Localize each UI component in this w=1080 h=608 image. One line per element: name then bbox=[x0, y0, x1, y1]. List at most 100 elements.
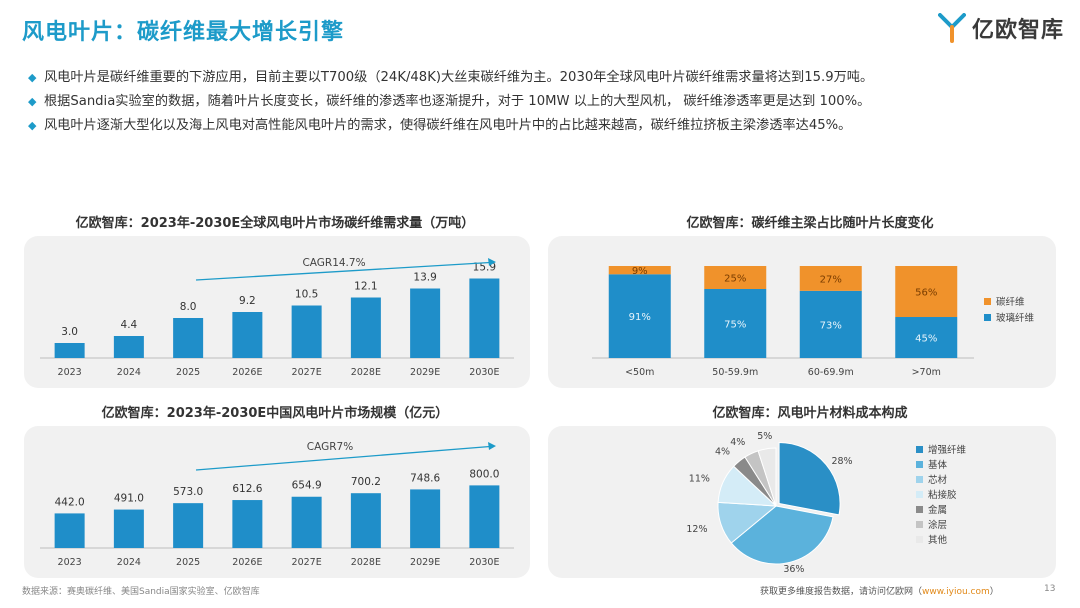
pie-slice-label: 12% bbox=[686, 524, 707, 535]
cagr-arrow-head bbox=[488, 442, 496, 450]
bar-value-label: 442.0 bbox=[55, 496, 85, 508]
bar bbox=[410, 288, 441, 358]
x-tick-label: 2029E bbox=[410, 367, 440, 378]
legend-swatch bbox=[916, 506, 923, 513]
segment-label-carbon-fiber: 56% bbox=[915, 288, 937, 299]
pie-slice-label: 28% bbox=[831, 456, 852, 467]
cagr-arrow-line bbox=[195, 445, 491, 471]
footer-website-link[interactable]: www.iyiou.com bbox=[922, 587, 990, 597]
legend-swatch bbox=[916, 491, 923, 498]
legend-label: 增强纤维 bbox=[928, 444, 967, 456]
x-tick-label: 2024 bbox=[117, 557, 141, 568]
legend-label: 基体 bbox=[928, 459, 948, 471]
bar-value-label: 10.5 bbox=[295, 289, 318, 301]
cagr-arrow-line bbox=[195, 261, 491, 281]
legend-swatch bbox=[916, 446, 923, 453]
bar-value-label: 800.0 bbox=[469, 468, 499, 480]
bar-value-label: 12.1 bbox=[354, 281, 377, 293]
bar-value-label: 13.9 bbox=[413, 272, 436, 284]
chart-title-spar-share: 亿欧智库：碳纤维主梁占比随叶片长度变化 bbox=[686, 216, 934, 231]
bar bbox=[291, 496, 322, 548]
chart-panel-cost-structure: 28% 36% 12% 11% 4% 4% 5% 增强纤维 基体 芯材 粘接胶 金属 涂层 其他 bbox=[548, 426, 1056, 578]
pie-slice bbox=[730, 505, 834, 565]
pie-slice-label: 4% bbox=[730, 437, 745, 448]
bar-segment-carbon-fiber bbox=[799, 266, 862, 291]
legend-swatch-glass-fiber bbox=[984, 314, 991, 321]
bar bbox=[173, 318, 204, 358]
bar bbox=[232, 500, 263, 548]
bar bbox=[469, 278, 500, 358]
footer-visit: 获取更多维度报告数据，请访问亿欧网（www.iyiou.com） bbox=[760, 584, 999, 597]
segment-label-carbon-fiber: 27% bbox=[820, 274, 842, 285]
bullet-item: ◆ 根据Sandia实验室的数据，随着叶片长度变长，碳纤维的渗透率也逐渐提升，对于… bbox=[28, 90, 1068, 114]
bar-value-label: 4.4 bbox=[121, 319, 138, 331]
x-tick-label: 2028E bbox=[351, 367, 381, 378]
bar bbox=[54, 343, 85, 358]
spar-share-stacked-chart: 91% 9% <50m 75% 25% 50-59.9m 73% 27% 60-69.9m 45%… bbox=[592, 266, 1035, 378]
bullet-item: ◆ 风电叶片是碳纤维重要的下游应用，目前主要以T700级（24K/48K)大丝束碳… bbox=[28, 66, 1068, 90]
chart-title-china-market: 亿欧智库：2023年-2030E中国风电叶片市场规模（亿元） bbox=[101, 406, 449, 421]
x-tick-label: 2025 bbox=[176, 367, 200, 378]
bar bbox=[54, 513, 85, 548]
bar bbox=[350, 297, 381, 358]
x-tick-label: 2027E bbox=[292, 557, 322, 568]
cagr-arrow-head bbox=[488, 258, 496, 266]
bar bbox=[173, 503, 204, 548]
bullet-list: ◆ 风电叶片是碳纤维重要的下游应用，目前主要以T700级（24K/48K)大丝束碳… bbox=[28, 66, 1068, 138]
x-tick-label: 2030E bbox=[469, 557, 499, 568]
global-demand-bar-chart: 3.0 2023 4.4 2024 8.0 2025 9.2 2026E 10.5 2027E 12… bbox=[40, 257, 514, 378]
bar-value-label: 3.0 bbox=[61, 326, 78, 338]
pie-slice bbox=[757, 447, 777, 507]
cagr-annotation: CAGR14.7% bbox=[302, 257, 365, 269]
x-tick-label: 2030E bbox=[469, 367, 499, 378]
legend-label: 涂层 bbox=[928, 519, 947, 531]
legend-label: 粘接胶 bbox=[928, 489, 957, 501]
china-market-bar-chart: 442.0 2023 491.0 2024 573.0 2025 612.6 2026E 654… bbox=[40, 441, 514, 568]
cagr-annotation: CAGR7% bbox=[307, 441, 353, 453]
bar-segment-glass-fiber bbox=[704, 289, 767, 358]
x-tick-label: 50-59.9m bbox=[712, 367, 758, 378]
bar-value-label: 700.2 bbox=[351, 476, 381, 488]
segment-label-glass-fiber: 73% bbox=[820, 320, 842, 331]
bullet-text: 风电叶片逐渐大型化以及海上风电对高性能风电叶片的需求，使得碳纤维在风电叶片中的占… bbox=[44, 118, 852, 133]
bar-segment-glass-fiber bbox=[895, 317, 958, 358]
x-tick-label: 60-69.9m bbox=[808, 367, 854, 378]
bar bbox=[469, 485, 500, 548]
segment-label-glass-fiber: 45% bbox=[915, 334, 937, 345]
bar-segment-carbon-fiber bbox=[895, 266, 958, 318]
diamond-icon: ◆ bbox=[28, 95, 37, 108]
bar-segment-carbon-fiber bbox=[704, 266, 767, 289]
legend-label: 其他 bbox=[928, 534, 948, 546]
x-tick-label: 2023 bbox=[58, 557, 82, 568]
legend-swatch-carbon-fiber bbox=[984, 298, 991, 305]
diamond-icon: ◆ bbox=[28, 71, 37, 84]
logo: 亿欧智库 bbox=[938, 12, 1064, 44]
segment-label-glass-fiber: 91% bbox=[629, 312, 651, 323]
pie-slice bbox=[778, 441, 841, 516]
legend-label-carbon-fiber: 碳纤维 bbox=[996, 296, 1025, 308]
segment-label-carbon-fiber: 9% bbox=[632, 266, 648, 277]
legend-swatch bbox=[916, 521, 923, 528]
bar bbox=[232, 312, 263, 358]
logo-icon bbox=[938, 13, 966, 43]
bar bbox=[291, 305, 322, 358]
page-title: 风电叶片：碳纤维最大增长引擎 bbox=[22, 20, 345, 45]
chart-title-global-demand: 亿欧智库：2023年-2030E全球风电叶片市场碳纤维需求量（万吨） bbox=[75, 216, 475, 231]
bullet-text: 根据Sandia实验室的数据，随着叶片长度变长，碳纤维的渗透率也逐渐提升，对于 … bbox=[44, 94, 871, 109]
x-tick-label: 2024 bbox=[117, 367, 141, 378]
segment-label-carbon-fiber: 25% bbox=[724, 274, 746, 285]
pie-slice-label: 36% bbox=[783, 564, 804, 575]
x-tick-label: 2023 bbox=[58, 367, 82, 378]
bar-value-label: 573.0 bbox=[173, 486, 203, 498]
bar bbox=[113, 336, 144, 358]
bar-value-label: 9.2 bbox=[239, 295, 256, 307]
legend-label: 金属 bbox=[928, 504, 947, 516]
x-tick-label: 2027E bbox=[292, 367, 322, 378]
legend-label: 芯材 bbox=[928, 474, 948, 486]
bar-segment-glass-fiber bbox=[608, 274, 671, 358]
bar-value-label: 748.6 bbox=[410, 472, 440, 484]
chart-panel-china-market: 442.0 2023 491.0 2024 573.0 2025 612.6 2026E 654… bbox=[24, 426, 530, 578]
chart-panel-global-demand: 3.0 2023 4.4 2024 8.0 2025 9.2 2026E 10.5 2027E 12… bbox=[24, 236, 530, 388]
x-tick-label: >70m bbox=[912, 367, 941, 378]
pie-slice-label: 4% bbox=[715, 447, 730, 458]
